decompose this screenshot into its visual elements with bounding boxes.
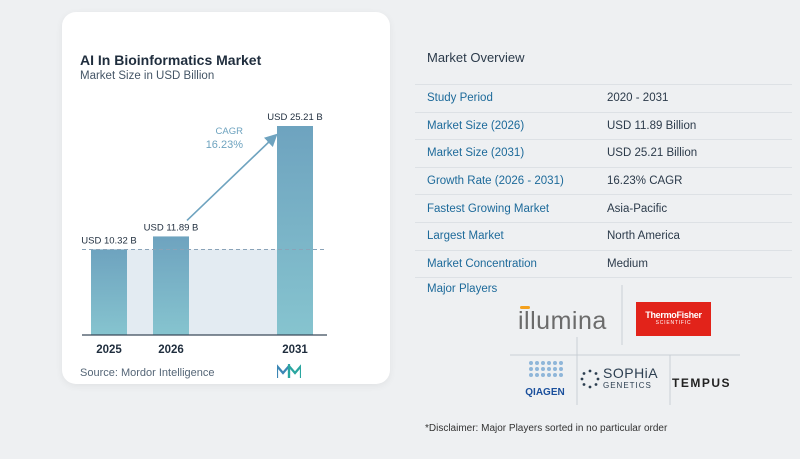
category-label: 2025 — [96, 344, 122, 356]
major-players-logos: illumina ThermoFisher SCIENTIFIC QIAGEN — [510, 285, 740, 405]
overview-key: Largest Market — [415, 222, 595, 251]
bar-2026 — [153, 236, 189, 335]
overview-value: 2020 - 2031 — [595, 84, 792, 113]
sophia-ring-icon — [580, 369, 600, 389]
category-label: 2026 — [158, 344, 184, 356]
overview-key: Market Size (2026) — [415, 112, 595, 141]
tempus-logo: TEMPUS — [672, 376, 732, 390]
overview-key: Fastest Growing Market — [415, 194, 595, 223]
bar-2031 — [277, 126, 313, 335]
illumina-accent-icon — [520, 306, 530, 309]
mordor-logo-icon — [277, 364, 301, 378]
overview-value: USD 11.89 Billion — [595, 112, 792, 141]
overview-key: Market Size (2031) — [415, 139, 595, 168]
thermofisher-logo: ThermoFisher SCIENTIFIC — [636, 302, 711, 336]
overview-table: Study Period 2020 - 2031 Market Size (2026… — [415, 84, 792, 279]
overview-key: Growth Rate (2026 - 2031) — [415, 167, 595, 196]
players-grid — [510, 285, 740, 405]
illumina-logo: illumina — [518, 307, 607, 335]
chart-card: AI In Bioinformatics Market Market Size … — [62, 12, 390, 384]
qiagen-logo: QIAGEN — [522, 360, 568, 398]
value-label: USD 25.21 B — [267, 112, 322, 123]
value-label: USD 10.32 B — [81, 235, 136, 246]
overview-row: Market Size (2026) USD 11.89 Billion — [415, 112, 792, 141]
overview-value: North America — [595, 222, 792, 251]
cagr-label: CAGR — [216, 126, 244, 137]
overview-title: Market Overview — [427, 50, 525, 65]
disclaimer: *Disclaimer: Major Players sorted in no … — [425, 423, 668, 434]
overview-row: Growth Rate (2026 - 2031) 16.23% CAGR — [415, 167, 792, 196]
cagr-arrow — [186, 133, 278, 222]
source-note: Source: Mordor Intelligence — [80, 367, 215, 379]
overview-value: Asia-Pacific — [595, 194, 792, 223]
overview-row: Largest Market North America — [415, 222, 792, 251]
overview-row: Fastest Growing Market Asia-Pacific — [415, 194, 792, 223]
overview-value: USD 25.21 Billion — [595, 139, 792, 168]
market-overview-panel: Market Overview Study Period 2020 - 2031 M… — [415, 0, 800, 459]
overview-value: 16.23% CAGR — [595, 167, 792, 196]
overview-key: Market Concentration — [415, 250, 595, 279]
category-label: 2031 — [282, 344, 308, 356]
chart-title: AI In Bioinformatics Market — [80, 52, 262, 68]
chart-subtitle: Market Size in USD Billion — [80, 70, 215, 82]
overview-row: Market Size (2031) USD 25.21 Billion — [415, 139, 792, 168]
qiagen-dots-icon — [529, 361, 563, 377]
cagr-value: 16.23% — [206, 139, 244, 151]
overview-row: Study Period 2020 - 2031 — [415, 84, 792, 113]
overview-row: Market Concentration Medium — [415, 250, 792, 279]
overview-value: Medium — [595, 250, 792, 279]
bar-chart: USD 10.32 B 2025 USD 11.89 B 2026 USD 25.21 … — [81, 112, 327, 356]
bar-2025 — [91, 249, 127, 335]
value-label: USD 11.89 B — [144, 222, 199, 233]
major-players-title: Major Players — [427, 283, 498, 295]
overview-key: Study Period — [415, 84, 595, 113]
